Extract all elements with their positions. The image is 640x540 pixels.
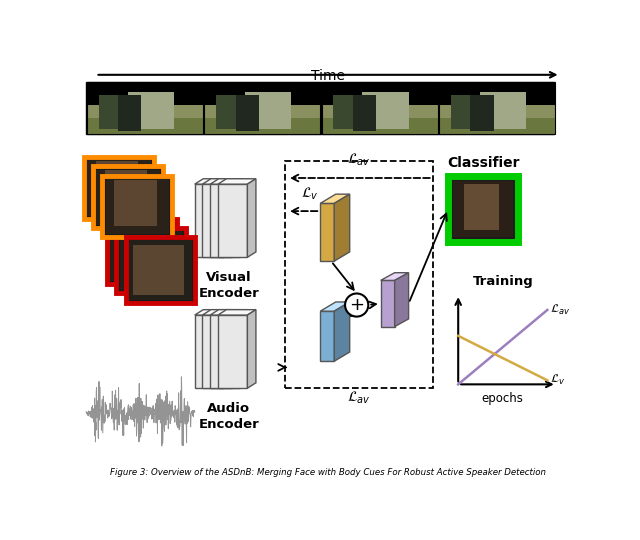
Polygon shape — [239, 179, 248, 257]
Bar — [451, 95, 476, 129]
Bar — [322, 82, 438, 134]
Bar — [353, 95, 376, 131]
Text: $\mathcal{L}_{v}$: $\mathcal{L}_{v}$ — [301, 185, 319, 202]
Polygon shape — [232, 309, 241, 388]
Bar — [107, 219, 177, 284]
Bar — [448, 177, 518, 242]
Bar — [204, 105, 320, 134]
Polygon shape — [210, 179, 248, 184]
Polygon shape — [334, 194, 349, 261]
Bar — [96, 170, 160, 225]
Polygon shape — [210, 309, 248, 315]
Bar — [99, 95, 124, 129]
Bar — [120, 231, 183, 291]
Bar — [87, 160, 150, 215]
Polygon shape — [202, 179, 241, 184]
Text: Figure 3: Overview of the ASDnB: Merging Face with Body Cues For Robust Active S: Figure 3: Overview of the ASDnB: Merging… — [110, 468, 546, 477]
Bar — [322, 105, 438, 134]
Bar — [110, 222, 174, 281]
Bar — [129, 240, 193, 300]
Bar — [106, 179, 169, 234]
Polygon shape — [224, 309, 233, 388]
Bar — [116, 228, 186, 294]
Bar — [87, 82, 203, 134]
Bar — [105, 170, 147, 217]
Bar — [84, 157, 154, 219]
Bar — [480, 92, 526, 129]
Bar — [86, 82, 554, 134]
Bar — [134, 245, 184, 295]
Bar — [285, 161, 433, 388]
Text: epochs: epochs — [482, 392, 524, 405]
Text: $\mathcal{L}_{av}$: $\mathcal{L}_{av}$ — [348, 390, 371, 406]
Bar — [114, 179, 157, 226]
Bar — [102, 176, 172, 237]
Text: Time: Time — [311, 70, 345, 83]
Bar — [115, 226, 165, 276]
Circle shape — [345, 294, 368, 316]
Bar — [452, 181, 513, 237]
Text: Classifier: Classifier — [447, 156, 519, 170]
Bar — [127, 92, 174, 129]
Bar — [95, 161, 138, 207]
Bar — [439, 82, 555, 134]
Polygon shape — [320, 194, 349, 204]
Polygon shape — [334, 302, 349, 361]
Bar — [470, 95, 493, 131]
Polygon shape — [320, 302, 349, 311]
Bar — [362, 92, 409, 129]
Bar — [245, 92, 291, 129]
Text: +: + — [349, 296, 364, 314]
Polygon shape — [218, 309, 256, 315]
Text: $\mathcal{L}_{av}$: $\mathcal{L}_{av}$ — [348, 152, 371, 168]
Polygon shape — [202, 184, 232, 257]
Polygon shape — [395, 273, 408, 327]
Polygon shape — [210, 315, 239, 388]
Polygon shape — [195, 184, 224, 257]
Bar — [87, 105, 203, 134]
Polygon shape — [210, 184, 239, 257]
Polygon shape — [248, 179, 256, 257]
Polygon shape — [239, 309, 248, 388]
Polygon shape — [195, 315, 224, 388]
Polygon shape — [195, 179, 233, 184]
Text: Visual
Encoder: Visual Encoder — [198, 271, 259, 300]
Polygon shape — [248, 309, 256, 388]
Bar — [125, 237, 195, 303]
Polygon shape — [202, 315, 232, 388]
Bar — [204, 82, 320, 134]
Polygon shape — [218, 184, 248, 257]
Polygon shape — [202, 309, 241, 315]
Polygon shape — [232, 179, 241, 257]
Polygon shape — [320, 311, 334, 361]
Polygon shape — [224, 179, 233, 257]
Polygon shape — [381, 280, 395, 327]
Bar — [333, 95, 359, 129]
Text: $\mathcal{L}_{av}$: $\mathcal{L}_{av}$ — [550, 303, 571, 317]
Bar — [439, 118, 555, 134]
Bar — [216, 95, 241, 129]
Polygon shape — [320, 204, 334, 261]
Polygon shape — [218, 179, 256, 184]
Bar — [118, 95, 141, 131]
Bar — [124, 236, 175, 286]
Bar — [439, 105, 555, 134]
Bar — [322, 118, 438, 134]
Bar — [204, 118, 320, 134]
Polygon shape — [381, 273, 408, 280]
Polygon shape — [195, 309, 233, 315]
Bar — [236, 95, 259, 131]
Bar — [93, 166, 163, 228]
Text: $\mathcal{L}_{v}$: $\mathcal{L}_{v}$ — [550, 373, 566, 387]
Polygon shape — [218, 315, 248, 388]
Text: Training: Training — [472, 275, 533, 288]
Bar — [463, 184, 499, 231]
Text: Audio
Encoder: Audio Encoder — [198, 402, 259, 431]
Bar — [87, 118, 203, 134]
